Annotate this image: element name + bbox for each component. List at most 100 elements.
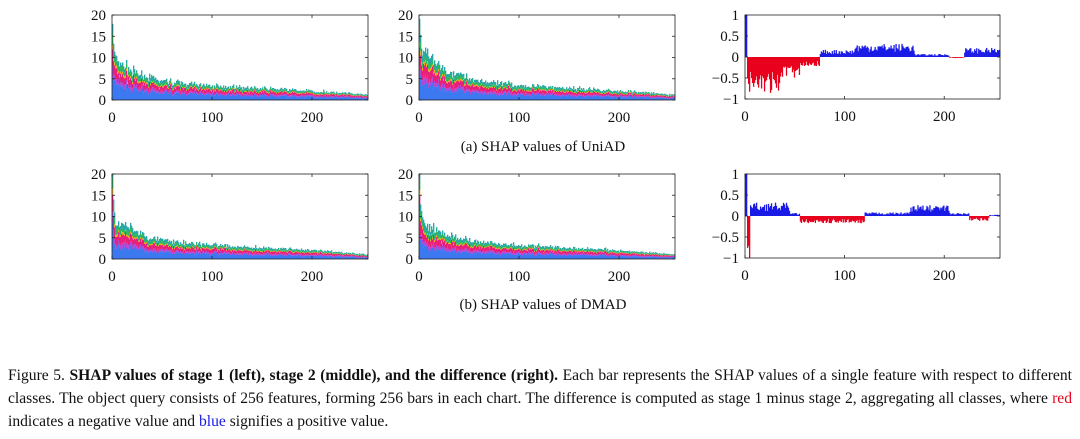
bar [977,53,979,57]
bar [154,236,156,259]
bar [540,85,542,100]
bar [338,93,340,100]
bar [125,221,127,259]
bar [290,90,292,100]
bar [531,87,533,100]
caption-blue-word: blue [198,413,226,430]
bar [771,57,774,73]
bar [123,66,125,100]
bar [812,57,815,63]
bar [422,55,424,100]
bar [154,78,156,100]
bar [206,83,208,100]
bar [525,85,527,100]
x-tick-label: 0 [108,110,116,126]
bar [348,92,350,100]
bar [240,87,242,100]
bar [855,47,857,57]
bar [451,71,453,100]
bar [988,49,990,57]
bar [221,245,223,259]
bar [237,245,239,259]
bar [483,82,485,100]
bar [145,78,147,100]
bar [197,244,199,259]
bar [824,49,826,57]
bar [140,230,142,259]
bar [235,247,237,259]
bar [318,92,320,100]
bar [612,92,614,100]
bar [549,86,551,100]
bar [807,57,810,66]
bar [306,88,308,100]
bar [908,48,910,57]
bar [821,52,823,57]
bar [164,79,166,100]
y-tick-label: 20 [398,8,413,24]
y-tick-label: 0.5 [720,188,739,204]
bar [162,81,164,100]
bar [928,54,930,57]
bar [280,248,282,259]
bar [172,85,174,100]
bar [916,54,918,57]
bar [252,88,254,100]
bar [252,248,254,259]
bar [366,94,368,100]
bar [948,55,950,57]
bar [457,73,459,100]
bar [946,54,948,57]
bar [273,88,275,100]
bar [163,240,165,259]
bar [159,239,161,259]
bar [159,82,161,100]
bar [832,53,834,57]
bar [449,73,451,100]
bar [121,222,123,259]
bar [243,86,245,100]
bar [795,57,798,71]
x-tick-label: 100 [833,109,856,125]
bar [193,83,195,100]
bar [489,82,491,100]
bar [905,47,907,57]
bar [267,89,269,100]
bar [592,90,594,100]
bar [983,52,985,57]
bar [776,57,779,75]
bar [828,52,830,57]
bar [884,46,886,57]
x-tick-label: 100 [201,110,224,126]
bar [930,55,932,57]
bar [937,55,939,57]
bar [669,93,671,100]
bar [985,49,987,57]
bar [872,51,874,57]
bar [220,243,222,259]
bar [428,56,430,100]
bar [628,89,630,100]
caption-label: Figure 5. [8,367,65,384]
bar [146,236,148,259]
bar [171,240,173,259]
bar [599,90,601,100]
bar [963,57,965,58]
bar [478,81,480,100]
bar [876,50,878,57]
bar [492,82,494,100]
bar [257,249,259,259]
bar [173,239,175,259]
bar [436,65,438,100]
bar [364,94,366,100]
bar [280,88,282,100]
bar [438,60,440,100]
bar [176,240,178,259]
bar [919,55,921,57]
bar [266,247,268,259]
bar [249,247,251,259]
bar [856,45,858,57]
bar [118,61,120,100]
bar [656,92,658,100]
bar [969,48,971,57]
